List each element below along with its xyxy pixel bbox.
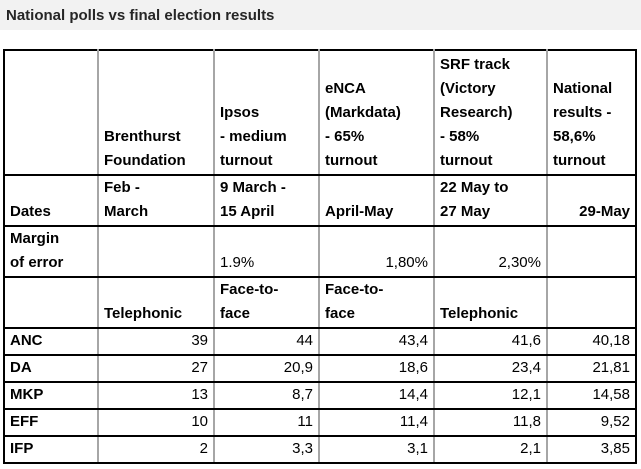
margin-ipsos: 1.9% — [213, 225, 320, 278]
row-label-eff: EFF — [3, 408, 99, 437]
margin-national — [546, 225, 637, 278]
anc-brenthurst: 39 — [97, 327, 215, 356]
row-label-da: DA — [3, 354, 99, 383]
anc-ipsos: 44 — [213, 327, 320, 356]
mkp-srf: 12,1 — [433, 381, 548, 410]
method-empty — [3, 276, 99, 329]
table-row-da: DA 27 20,9 18,6 23,4 21,81 — [3, 354, 637, 383]
page-title: National polls vs final election results — [6, 6, 275, 24]
dates-enca: April-May — [318, 174, 435, 227]
row-label-ifp: IFP — [3, 435, 99, 464]
table-row-ifp: IFP 2 3,3 3,1 2,1 3,85 — [3, 435, 637, 464]
da-brenthurst: 27 — [97, 354, 215, 383]
ifp-ipsos: 3,3 — [213, 435, 320, 464]
ifp-national: 3,85 — [546, 435, 637, 464]
mkp-national: 14,58 — [546, 381, 637, 410]
method-srf: Telephonic — [433, 276, 548, 329]
method-ipsos: Face-to- face — [213, 276, 320, 329]
da-national: 21,81 — [546, 354, 637, 383]
dates-brenthurst: Feb - March — [97, 174, 215, 227]
method-brenthurst: Telephonic — [97, 276, 215, 329]
method-national — [546, 276, 637, 329]
col-header-enca: eNCA (Markdata) - 65% turnout — [318, 49, 435, 176]
polls-table-container: Brenthurst Foundation Ipsos - medium tur… — [3, 49, 641, 464]
method-row: Telephonic Face-to- face Face-to- face T… — [3, 276, 637, 329]
da-ipsos: 20,9 — [213, 354, 320, 383]
dates-srf: 22 May to 27 May — [433, 174, 548, 227]
margin-of-error-row: Margin of error 1.9% 1,80% 2,30% — [3, 225, 637, 278]
title-bar: National polls vs final election results — [0, 0, 641, 30]
row-label-dates: Dates — [3, 174, 99, 227]
col-header-national-results: National results - 58,6% turnout — [546, 49, 637, 176]
method-enca: Face-to- face — [318, 276, 435, 329]
dates-national: 29-May — [546, 174, 637, 227]
mkp-ipsos: 8,7 — [213, 381, 320, 410]
row-label-mkp: MKP — [3, 381, 99, 410]
dates-ipsos: 9 March - 15 April — [213, 174, 320, 227]
eff-enca: 11,4 — [318, 408, 435, 437]
anc-enca: 43,4 — [318, 327, 435, 356]
mkp-brenthurst: 13 — [97, 381, 215, 410]
col-header-ipsos: Ipsos - medium turnout — [213, 49, 320, 176]
row-label-margin: Margin of error — [3, 225, 99, 278]
col-header-brenthurst: Brenthurst Foundation — [97, 49, 215, 176]
table-row-mkp: MKP 13 8,7 14,4 12,1 14,58 — [3, 381, 637, 410]
table-row-anc: ANC 39 44 43,4 41,6 40,18 — [3, 327, 637, 356]
eff-ipsos: 11 — [213, 408, 320, 437]
margin-enca: 1,80% — [318, 225, 435, 278]
mkp-enca: 14,4 — [318, 381, 435, 410]
pollster-header-row: Brenthurst Foundation Ipsos - medium tur… — [3, 49, 637, 176]
eff-srf: 11,8 — [433, 408, 548, 437]
ifp-brenthurst: 2 — [97, 435, 215, 464]
dates-row: Dates Feb - March 9 March - 15 April Apr… — [3, 174, 637, 227]
margin-srf: 2,30% — [433, 225, 548, 278]
col-header-srf: SRF track (Victory Research) - 58% turno… — [433, 49, 548, 176]
da-srf: 23,4 — [433, 354, 548, 383]
anc-national: 40,18 — [546, 327, 637, 356]
row-label-anc: ANC — [3, 327, 99, 356]
table-row-eff: EFF 10 11 11,4 11,8 9,52 — [3, 408, 637, 437]
polls-table: Brenthurst Foundation Ipsos - medium tur… — [3, 49, 637, 464]
margin-brenthurst — [97, 225, 215, 278]
ifp-enca: 3,1 — [318, 435, 435, 464]
eff-brenthurst: 10 — [97, 408, 215, 437]
anc-srf: 41,6 — [433, 327, 548, 356]
corner-cell — [3, 49, 99, 176]
ifp-srf: 2,1 — [433, 435, 548, 464]
da-enca: 18,6 — [318, 354, 435, 383]
eff-national: 9,52 — [546, 408, 637, 437]
